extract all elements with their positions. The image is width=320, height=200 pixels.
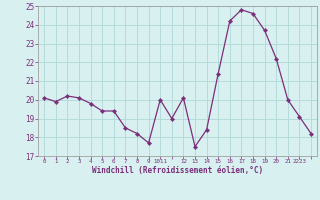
X-axis label: Windchill (Refroidissement éolien,°C): Windchill (Refroidissement éolien,°C) (92, 166, 263, 175)
